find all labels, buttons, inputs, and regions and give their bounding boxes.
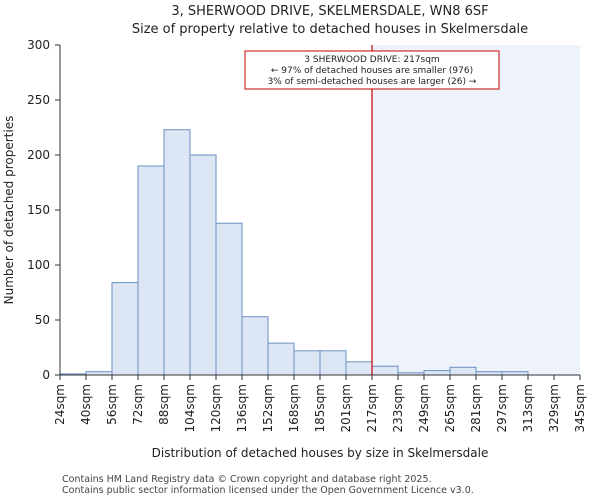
x-axis-ticks: 24sqm 40sqm 56sqm 72sqm 88sqm 104sqm 120sqm 136… xyxy=(53,375,587,432)
x-tick-label: 72sqm xyxy=(131,384,145,425)
bar xyxy=(267,342,295,376)
bar xyxy=(423,370,451,376)
x-tick-label: 152sqm xyxy=(261,384,275,432)
chart-title: 3, SHERWOOD DRIVE, SKELMERSDALE, WN8 6SF xyxy=(171,4,488,19)
annotation-line-3: 3% of semi-detached houses are larger (2… xyxy=(268,77,477,87)
footer-line-1: Contains HM Land Registry data © Crown c… xyxy=(62,474,432,485)
annotation-line-2: ← 97% of detached houses are smaller (97… xyxy=(271,66,473,76)
bar xyxy=(371,365,399,376)
annotation-border xyxy=(244,50,500,90)
x-tick-label: 201sqm xyxy=(339,384,353,432)
bar xyxy=(345,361,373,376)
x-tick-label: 345sqm xyxy=(573,384,587,432)
annotation-box: 3 SHERWOOD DRIVE: 217sqm ← 97% of detach… xyxy=(244,50,500,90)
x-tick-label: 297sqm xyxy=(495,384,509,432)
x-tick-label: 185sqm xyxy=(313,384,327,432)
x-tick-label: 217sqm xyxy=(365,384,379,432)
x-tick-label: 329sqm xyxy=(547,384,561,432)
x-tick-label: 88sqm xyxy=(157,384,171,425)
x-tick-label: 281sqm xyxy=(469,384,483,432)
bar xyxy=(293,350,321,376)
bar xyxy=(111,282,139,376)
x-axis-label: Distribution of detached houses by size … xyxy=(152,446,489,460)
bar xyxy=(241,316,269,376)
x-tick-label: 313sqm xyxy=(521,384,535,432)
bar xyxy=(449,366,477,376)
bar xyxy=(319,350,347,376)
x-tick-label: 265sqm xyxy=(443,384,457,432)
bar xyxy=(215,222,243,376)
y-tick-label: 250 xyxy=(27,93,50,107)
y-axis-ticks: 0 50 100 150 200 250 300 xyxy=(27,38,60,382)
highlight-shade xyxy=(372,45,580,375)
bar xyxy=(189,154,217,376)
annotation-line-1: 3 SHERWOOD DRIVE: 217sqm xyxy=(304,55,439,65)
y-tick-label: 50 xyxy=(35,313,50,327)
x-tick-label: 168sqm xyxy=(287,384,301,432)
x-tick-label: 249sqm xyxy=(417,384,431,432)
x-tick-label: 136sqm xyxy=(235,384,249,432)
x-tick-label: 233sqm xyxy=(391,384,405,432)
bars xyxy=(59,129,529,376)
x-tick-label: 120sqm xyxy=(209,384,223,432)
x-tick-label: 24sqm xyxy=(53,384,67,425)
bar xyxy=(163,129,191,376)
y-tick-label: 200 xyxy=(27,148,50,162)
x-tick-label: 40sqm xyxy=(79,384,93,425)
chart-subtitle: Size of property relative to detached ho… xyxy=(132,22,528,37)
footer-line-2: Contains public sector information licen… xyxy=(62,485,474,496)
bar xyxy=(137,165,165,376)
y-tick-label: 0 xyxy=(42,368,50,382)
highlight-region xyxy=(372,45,580,375)
y-tick-label: 150 xyxy=(27,203,50,217)
y-tick-label: 300 xyxy=(27,38,50,52)
x-tick-label: 104sqm xyxy=(183,384,197,432)
x-tick-label: 56sqm xyxy=(105,384,119,425)
y-axis-label: Number of detached properties xyxy=(2,116,16,305)
y-tick-label: 100 xyxy=(27,258,50,272)
